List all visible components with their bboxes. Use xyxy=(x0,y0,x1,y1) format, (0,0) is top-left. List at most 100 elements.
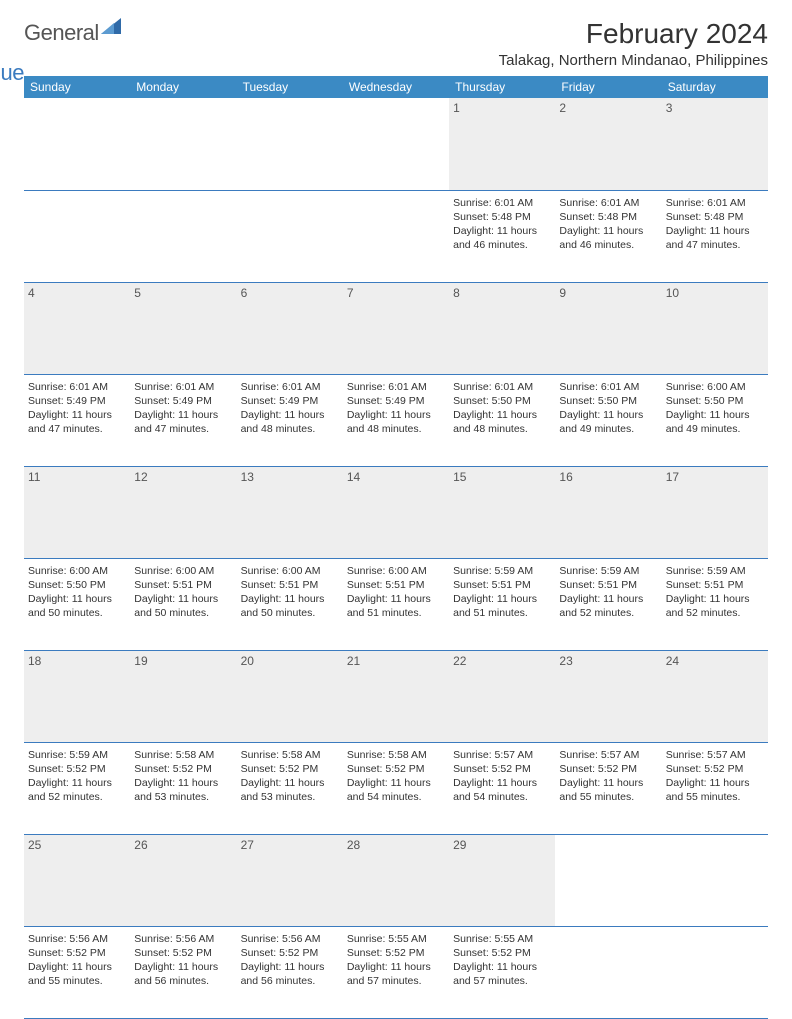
day-details-row: Sunrise: 6:01 AMSunset: 5:49 PMDaylight:… xyxy=(24,374,768,466)
day-number-cell: 13 xyxy=(237,466,343,558)
day-number-cell: 20 xyxy=(237,650,343,742)
dow-header: Saturday xyxy=(662,76,768,98)
day-cell: Sunrise: 5:58 AMSunset: 5:52 PMDaylight:… xyxy=(343,742,449,834)
day-cell xyxy=(555,926,661,1018)
day-number-cell: 12 xyxy=(130,466,236,558)
day-number-row: 45678910 xyxy=(24,282,768,374)
day-cell xyxy=(662,926,768,1018)
day-number-cell: 5 xyxy=(130,282,236,374)
day-number-cell xyxy=(662,834,768,926)
day-number-cell: 24 xyxy=(662,650,768,742)
day-number-cell: 10 xyxy=(662,282,768,374)
title-block: February 2024 Talakag, Northern Mindanao… xyxy=(499,18,768,69)
day-cell: Sunrise: 6:01 AMSunset: 5:50 PMDaylight:… xyxy=(555,374,661,466)
day-cell: Sunrise: 5:58 AMSunset: 5:52 PMDaylight:… xyxy=(130,742,236,834)
location-subtitle: Talakag, Northern Mindanao, Philippines xyxy=(499,52,768,69)
day-cell: Sunrise: 5:59 AMSunset: 5:52 PMDaylight:… xyxy=(24,742,130,834)
day-number-cell: 1 xyxy=(449,98,555,190)
month-title: February 2024 xyxy=(499,18,768,50)
day-number-cell: 26 xyxy=(130,834,236,926)
day-cell: Sunrise: 5:57 AMSunset: 5:52 PMDaylight:… xyxy=(555,742,661,834)
day-cell: Sunrise: 6:00 AMSunset: 5:51 PMDaylight:… xyxy=(237,558,343,650)
day-detail-text: Sunrise: 5:59 AMSunset: 5:51 PMDaylight:… xyxy=(559,562,657,621)
day-detail-text: Sunrise: 6:00 AMSunset: 5:51 PMDaylight:… xyxy=(241,562,339,621)
day-detail-text: Sunrise: 5:57 AMSunset: 5:52 PMDaylight:… xyxy=(559,746,657,805)
dow-header: Thursday xyxy=(449,76,555,98)
day-number-cell xyxy=(130,98,236,190)
day-number-cell: 22 xyxy=(449,650,555,742)
day-detail-text: Sunrise: 5:58 AMSunset: 5:52 PMDaylight:… xyxy=(241,746,339,805)
day-number-cell: 21 xyxy=(343,650,449,742)
day-number-cell xyxy=(237,98,343,190)
day-cell: Sunrise: 5:59 AMSunset: 5:51 PMDaylight:… xyxy=(449,558,555,650)
day-number-cell xyxy=(343,98,449,190)
day-detail-text: Sunrise: 5:59 AMSunset: 5:51 PMDaylight:… xyxy=(453,562,551,621)
day-detail-text: Sunrise: 6:01 AMSunset: 5:49 PMDaylight:… xyxy=(28,378,126,437)
dow-header: Monday xyxy=(130,76,236,98)
day-number-cell: 25 xyxy=(24,834,130,926)
day-number-cell xyxy=(555,834,661,926)
day-number-row: 2526272829 xyxy=(24,834,768,926)
day-number-cell: 9 xyxy=(555,282,661,374)
day-details-row: Sunrise: 5:59 AMSunset: 5:52 PMDaylight:… xyxy=(24,742,768,834)
dow-header: Friday xyxy=(555,76,661,98)
day-detail-text: Sunrise: 5:56 AMSunset: 5:52 PMDaylight:… xyxy=(241,930,339,989)
day-cell: Sunrise: 6:01 AMSunset: 5:50 PMDaylight:… xyxy=(449,374,555,466)
day-details-row: Sunrise: 6:01 AMSunset: 5:48 PMDaylight:… xyxy=(24,190,768,282)
day-detail-text: Sunrise: 5:57 AMSunset: 5:52 PMDaylight:… xyxy=(453,746,551,805)
day-number-cell: 17 xyxy=(662,466,768,558)
day-detail-text: Sunrise: 5:56 AMSunset: 5:52 PMDaylight:… xyxy=(28,930,126,989)
day-detail-text: Sunrise: 6:00 AMSunset: 5:51 PMDaylight:… xyxy=(347,562,445,621)
day-details-row: Sunrise: 6:00 AMSunset: 5:50 PMDaylight:… xyxy=(24,558,768,650)
day-cell: Sunrise: 6:01 AMSunset: 5:49 PMDaylight:… xyxy=(24,374,130,466)
days-of-week-row: SundayMondayTuesdayWednesdayThursdayFrid… xyxy=(24,76,768,98)
day-detail-text: Sunrise: 6:01 AMSunset: 5:48 PMDaylight:… xyxy=(453,194,551,253)
day-number-row: 18192021222324 xyxy=(24,650,768,742)
day-details-row: Sunrise: 5:56 AMSunset: 5:52 PMDaylight:… xyxy=(24,926,768,1018)
day-cell: Sunrise: 6:00 AMSunset: 5:50 PMDaylight:… xyxy=(24,558,130,650)
day-number-cell: 28 xyxy=(343,834,449,926)
day-cell: Sunrise: 6:00 AMSunset: 5:50 PMDaylight:… xyxy=(662,374,768,466)
day-number-cell: 14 xyxy=(343,466,449,558)
brand-text-general: General xyxy=(24,20,99,45)
day-number-cell: 8 xyxy=(449,282,555,374)
day-cell: Sunrise: 6:01 AMSunset: 5:49 PMDaylight:… xyxy=(237,374,343,466)
day-detail-text: Sunrise: 6:01 AMSunset: 5:50 PMDaylight:… xyxy=(453,378,551,437)
day-number-row: 11121314151617 xyxy=(24,466,768,558)
day-number-cell: 15 xyxy=(449,466,555,558)
day-cell: Sunrise: 5:55 AMSunset: 5:52 PMDaylight:… xyxy=(343,926,449,1018)
day-detail-text: Sunrise: 5:59 AMSunset: 5:51 PMDaylight:… xyxy=(666,562,764,621)
day-detail-text: Sunrise: 5:55 AMSunset: 5:52 PMDaylight:… xyxy=(453,930,551,989)
day-detail-text: Sunrise: 6:01 AMSunset: 5:48 PMDaylight:… xyxy=(559,194,657,253)
day-number-row: 123 xyxy=(24,98,768,190)
day-number-cell: 29 xyxy=(449,834,555,926)
day-cell: Sunrise: 5:59 AMSunset: 5:51 PMDaylight:… xyxy=(662,558,768,650)
day-detail-text: Sunrise: 6:00 AMSunset: 5:50 PMDaylight:… xyxy=(28,562,126,621)
brand-logo: General Blue xyxy=(24,20,123,72)
day-cell xyxy=(343,190,449,282)
day-number-cell: 6 xyxy=(237,282,343,374)
day-cell: Sunrise: 5:59 AMSunset: 5:51 PMDaylight:… xyxy=(555,558,661,650)
day-cell xyxy=(24,190,130,282)
brand-text-blue: Blue xyxy=(0,60,24,85)
day-detail-text: Sunrise: 5:56 AMSunset: 5:52 PMDaylight:… xyxy=(134,930,232,989)
day-cell: Sunrise: 6:01 AMSunset: 5:48 PMDaylight:… xyxy=(662,190,768,282)
day-detail-text: Sunrise: 6:00 AMSunset: 5:51 PMDaylight:… xyxy=(134,562,232,621)
day-number-cell: 11 xyxy=(24,466,130,558)
dow-header: Sunday xyxy=(24,76,130,98)
day-cell: Sunrise: 6:01 AMSunset: 5:49 PMDaylight:… xyxy=(130,374,236,466)
header: General Blue February 2024 Talakag, Nort… xyxy=(24,18,768,70)
day-number-cell xyxy=(24,98,130,190)
day-cell: Sunrise: 5:57 AMSunset: 5:52 PMDaylight:… xyxy=(449,742,555,834)
day-number-cell: 3 xyxy=(662,98,768,190)
day-number-cell: 27 xyxy=(237,834,343,926)
brand-sail-icon xyxy=(101,16,123,34)
day-cell: Sunrise: 6:00 AMSunset: 5:51 PMDaylight:… xyxy=(343,558,449,650)
day-detail-text: Sunrise: 6:01 AMSunset: 5:49 PMDaylight:… xyxy=(134,378,232,437)
day-detail-text: Sunrise: 5:57 AMSunset: 5:52 PMDaylight:… xyxy=(666,746,764,805)
day-cell: Sunrise: 6:01 AMSunset: 5:48 PMDaylight:… xyxy=(555,190,661,282)
day-cell: Sunrise: 5:56 AMSunset: 5:52 PMDaylight:… xyxy=(130,926,236,1018)
day-cell: Sunrise: 6:01 AMSunset: 5:48 PMDaylight:… xyxy=(449,190,555,282)
day-cell: Sunrise: 5:55 AMSunset: 5:52 PMDaylight:… xyxy=(449,926,555,1018)
day-cell: Sunrise: 5:56 AMSunset: 5:52 PMDaylight:… xyxy=(24,926,130,1018)
